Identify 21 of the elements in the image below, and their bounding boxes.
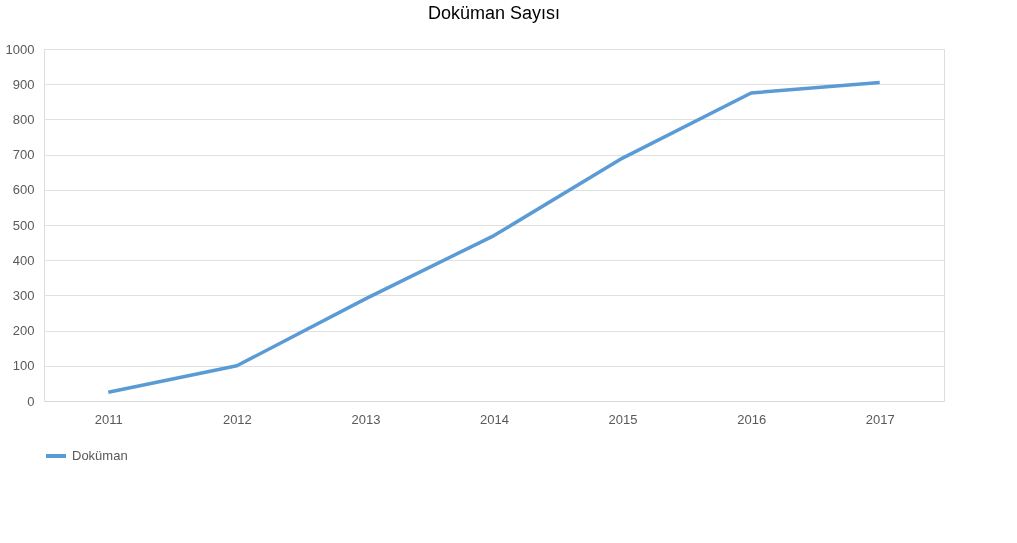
y-tick-label: 0 (27, 393, 35, 409)
y-tick-label: 900 (12, 76, 35, 92)
y-tick-label: 300 (12, 287, 35, 303)
x-tick-label: 2011 (94, 411, 123, 427)
line-series (106, 80, 882, 394)
y-tick-label: 800 (12, 111, 35, 127)
x-tick-label: 2017 (865, 411, 895, 427)
y-tick-label: 100 (12, 358, 35, 374)
y-tick-label: 600 (12, 182, 35, 198)
x-tick-label: 2015 (608, 411, 638, 427)
y-tick-label: 500 (12, 217, 35, 233)
y-tick-label: 200 (12, 323, 35, 339)
x-tick-label: 2014 (480, 411, 509, 427)
x-tick-label: 2012 (222, 411, 252, 427)
y-tick-label: 1000 (5, 41, 35, 57)
y-tick-label: 700 (12, 147, 35, 163)
legend-label: Doküman (72, 448, 128, 463)
x-tick-label: 2013 (351, 411, 381, 427)
x-tick-label: 2016 (737, 411, 767, 427)
chart-title: Doküman Sayısı (427, 3, 561, 23)
y-tick-label: 400 (12, 252, 35, 268)
